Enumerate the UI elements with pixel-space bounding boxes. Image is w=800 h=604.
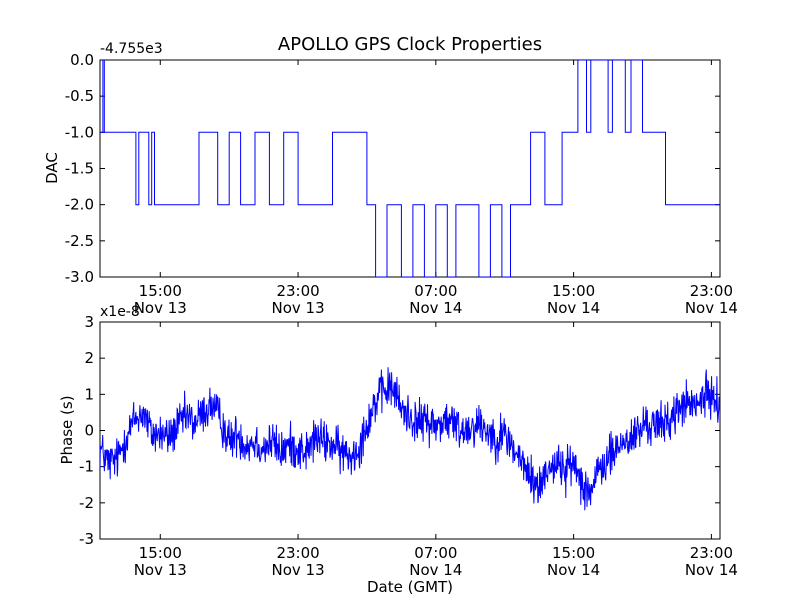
dac-plot-area [99,59,721,278]
phase-xtick-time-label: 23:00 [276,544,319,562]
phase-xtick-date-label: Nov 13 [271,561,324,579]
dac-xtick-time-label: 15:00 [552,282,595,300]
phase-panel: x1e-8 Phase (s) Date (GMT) 3 2 1 0 -1 -2 -3 15:… [58,304,738,596]
dac-ytick-label: -2.0 [65,196,94,214]
phase-xtick-date-label: Nov 14 [547,561,600,579]
phase-series [100,367,720,511]
dac-series [100,60,720,277]
phase-series-line [100,367,720,511]
phase-ytick-label: -2 [79,494,94,512]
phase-ytick-label: -3 [79,530,94,548]
phase-xtick-time-label: 23:00 [690,544,733,562]
dac-xtick-time-label: 07:00 [414,282,457,300]
dac-ytick-label: -0.5 [65,87,94,105]
dac-xtick-date-label: Nov 14 [685,299,738,317]
phase-xtick-date-label: Nov 13 [134,561,187,579]
dac-ytick-label: -2.5 [65,232,94,250]
dac-series-line [100,60,720,277]
phase-xtick-time-label: 15:00 [139,544,182,562]
phase-xtick-date-label: Nov 14 [409,561,462,579]
dac-ytick-label: -1.5 [65,160,94,178]
dac-ytick-label: -3.0 [65,268,94,286]
dac-xtick-time-label: 23:00 [690,282,733,300]
phase-y-axis-label: Phase (s) [58,395,76,464]
phase-xtick-time-label: 15:00 [552,544,595,562]
chart-title: APOLLO GPS Clock Properties [278,34,542,55]
phase-offset-label: x1e-8 [100,304,140,320]
phase-ytick-label: 3 [84,313,94,331]
dac-y-axis-label: DAC [43,152,61,184]
dac-ytick-label: -1.0 [65,123,94,141]
dac-xtick-date-label: Nov 13 [271,299,324,317]
dac-xtick-time-label: 23:00 [276,282,319,300]
phase-ytick-label: 1 [84,385,94,403]
phase-ytick-label: 0 [84,422,94,440]
dac-offset-label: -4.755e3 [100,41,163,57]
dac-ytick-label: 0.0 [70,51,94,69]
dac-xtick-date-label: Nov 13 [134,299,187,317]
dac-xtick-date-label: Nov 14 [547,299,600,317]
phase-x-axis-label: Date (GMT) [367,578,453,596]
phase-ytick-label: -1 [79,458,94,476]
dac-xtick-date-label: Nov 14 [409,299,462,317]
phase-xtick-time-label: 07:00 [414,544,457,562]
dac-panel: -4.755e3 DAC 0.0 -0.5 -1.0 -1.5 -2.0 -2.5 -3.0… [43,41,738,317]
dac-xtick-time-label: 15:00 [139,282,182,300]
phase-xtick-date-label: Nov 14 [685,561,738,579]
phase-ytick-label: 2 [84,349,94,367]
